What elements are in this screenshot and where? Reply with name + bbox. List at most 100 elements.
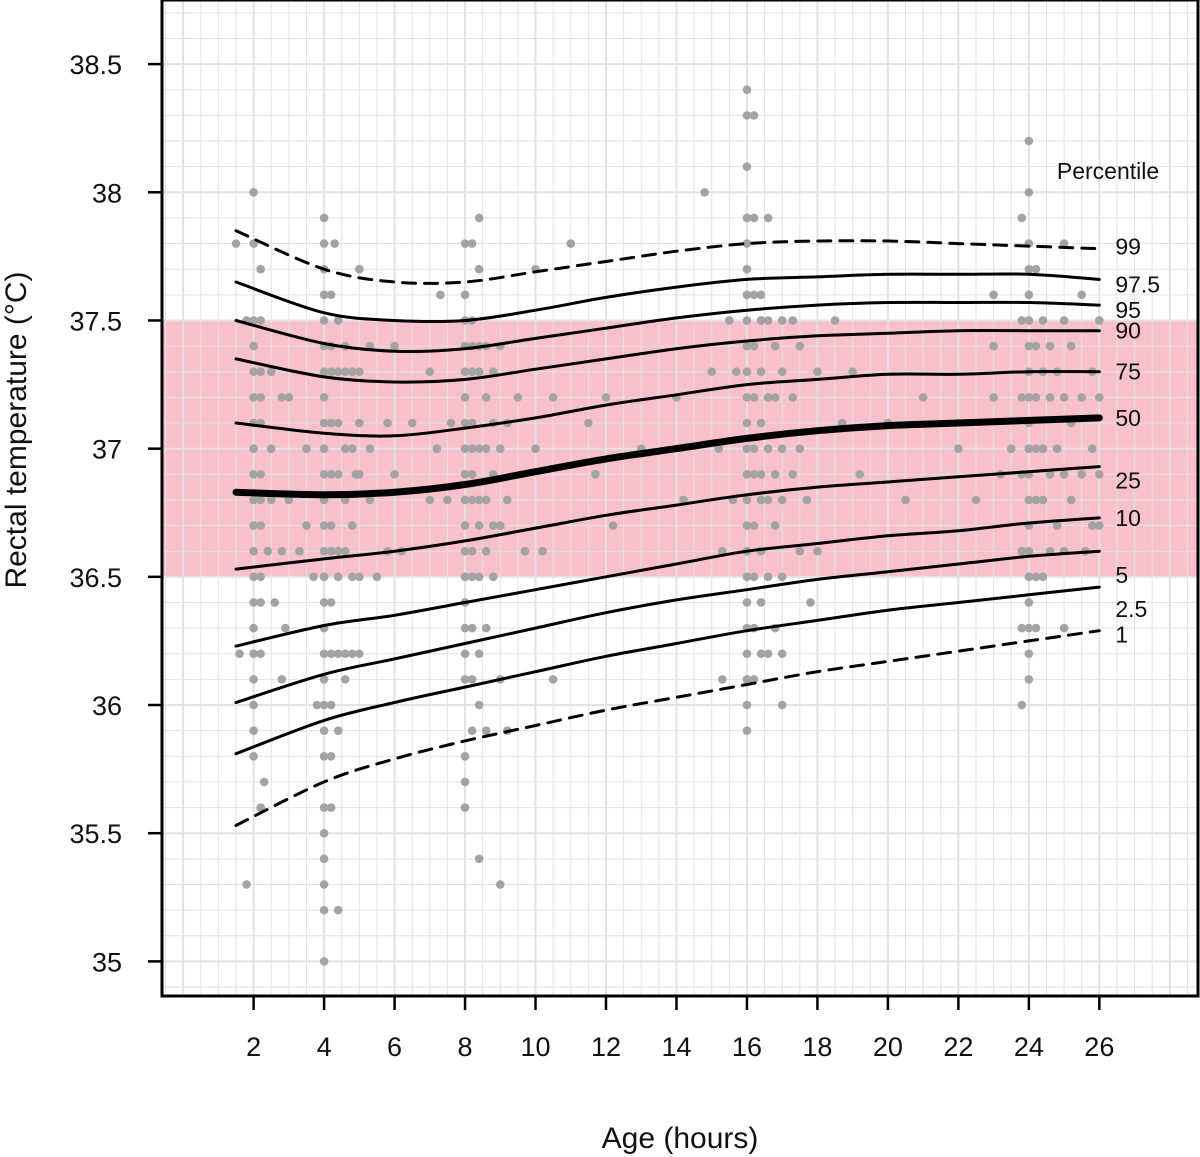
observation-point bbox=[725, 316, 734, 325]
observation-point bbox=[749, 521, 759, 530]
percentile-label-50: 50 bbox=[1115, 405, 1141, 431]
observation-point bbox=[1024, 316, 1034, 325]
y-tick-label: 37.5 bbox=[69, 306, 122, 336]
observation-point bbox=[319, 290, 329, 300]
observation-point bbox=[340, 675, 350, 684]
observation-point bbox=[302, 444, 311, 453]
observation-point bbox=[481, 444, 491, 453]
percentile-line-90 bbox=[234, 329, 1101, 384]
observation-point bbox=[756, 418, 766, 428]
observation-point bbox=[1087, 444, 1097, 453]
observation-point bbox=[1059, 316, 1069, 325]
observation-point bbox=[425, 495, 435, 505]
observation-point bbox=[495, 880, 505, 889]
observation-point bbox=[295, 546, 304, 556]
observation-point bbox=[608, 521, 618, 530]
observation-point bbox=[848, 367, 857, 377]
observation-point bbox=[474, 521, 484, 530]
observation-point bbox=[256, 264, 265, 274]
observation-point bbox=[333, 649, 343, 659]
observation-point bbox=[460, 803, 470, 812]
observation-point bbox=[756, 290, 766, 300]
observation-point bbox=[742, 418, 752, 428]
observation-point bbox=[326, 290, 336, 300]
observation-point bbox=[756, 469, 766, 479]
observation-point bbox=[460, 546, 470, 556]
percentile-label-5: 5 bbox=[1115, 562, 1128, 588]
observation-point bbox=[347, 444, 357, 453]
x-axis-title: Age (hours) bbox=[602, 1122, 759, 1155]
observation-point bbox=[756, 649, 766, 659]
observation-point bbox=[355, 367, 364, 377]
x-axis: 2 4 6 8 10 12 14 16 18 20 22 24 26 bbox=[246, 996, 1114, 1062]
observation-point bbox=[1045, 393, 1055, 402]
observation-point bbox=[756, 495, 766, 505]
observation-point bbox=[256, 367, 265, 377]
observation-point bbox=[249, 367, 258, 377]
x-tick-label: 26 bbox=[1084, 1032, 1114, 1062]
observation-point bbox=[742, 572, 752, 582]
percentile-line-95 bbox=[234, 300, 1101, 353]
observation-point bbox=[319, 521, 329, 530]
x-tick-label: 18 bbox=[802, 1032, 832, 1062]
observation-point bbox=[749, 341, 759, 351]
plot-frame bbox=[160, 0, 1200, 998]
observation-point bbox=[763, 444, 773, 453]
observation-point bbox=[1024, 598, 1034, 607]
observation-point bbox=[474, 213, 484, 223]
observation-point bbox=[1024, 649, 1034, 659]
observation-point bbox=[319, 957, 329, 966]
observation-point bbox=[481, 546, 491, 556]
y-tick-label: 36.5 bbox=[69, 563, 122, 593]
observation-point bbox=[355, 418, 364, 428]
observation-point bbox=[481, 495, 491, 505]
observation-point bbox=[460, 675, 470, 684]
observation-point bbox=[249, 444, 258, 453]
observation-point bbox=[319, 854, 329, 864]
observation-point bbox=[495, 444, 505, 453]
observation-point bbox=[326, 469, 336, 479]
observation-point bbox=[1095, 316, 1104, 325]
observation-point bbox=[333, 546, 343, 556]
observation-point bbox=[326, 649, 336, 659]
observation-point bbox=[788, 393, 798, 402]
observation-point bbox=[256, 598, 265, 607]
x-tick-label: 24 bbox=[1014, 1032, 1044, 1062]
observation-point bbox=[326, 521, 336, 530]
observation-point bbox=[249, 546, 258, 556]
observation-point bbox=[460, 239, 470, 248]
observation-point bbox=[326, 546, 336, 556]
observation-point bbox=[277, 546, 287, 556]
observation-point bbox=[1024, 393, 1034, 402]
observation-point bbox=[467, 546, 477, 556]
observation-point bbox=[700, 187, 709, 197]
observation-point bbox=[591, 469, 600, 479]
observation-point bbox=[763, 316, 773, 325]
observation-point bbox=[777, 316, 787, 325]
observation-point bbox=[1024, 136, 1034, 146]
observation-point bbox=[1059, 393, 1069, 402]
percentile-label-1: 1 bbox=[1115, 622, 1128, 648]
observation-point bbox=[601, 393, 611, 402]
observation-point bbox=[249, 495, 258, 505]
observation-point bbox=[742, 213, 752, 223]
observation-point bbox=[770, 521, 780, 530]
observation-point bbox=[548, 675, 558, 684]
observation-point bbox=[319, 700, 329, 710]
observation-point bbox=[488, 367, 498, 377]
observation-point bbox=[319, 649, 329, 659]
observation-point bbox=[319, 572, 329, 582]
observation-point bbox=[330, 239, 339, 248]
x-tick-label: 6 bbox=[387, 1032, 402, 1062]
observation-point bbox=[319, 469, 329, 479]
observation-point bbox=[467, 623, 477, 633]
observation-point bbox=[446, 418, 456, 428]
observation-point bbox=[1017, 623, 1027, 633]
observation-point bbox=[795, 444, 805, 453]
observation-point bbox=[319, 726, 329, 735]
observation-point bbox=[795, 546, 805, 556]
observation-point bbox=[749, 213, 759, 223]
observation-point bbox=[777, 444, 787, 453]
observation-point bbox=[954, 444, 963, 453]
x-tick-label: 4 bbox=[317, 1032, 332, 1062]
